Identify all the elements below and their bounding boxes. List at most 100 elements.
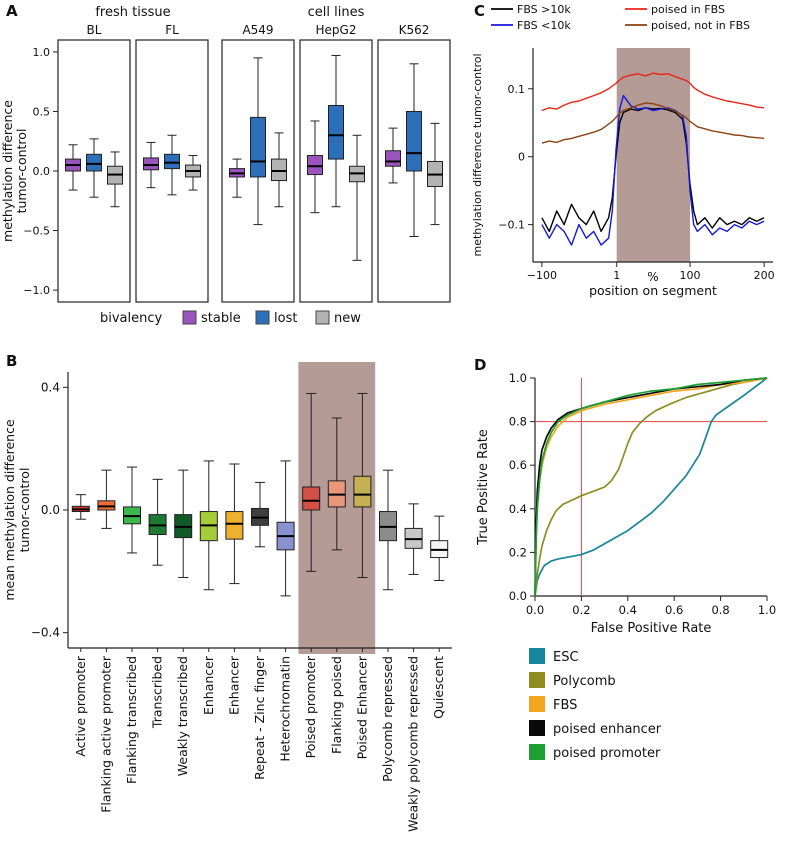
- x-tick-label: 0.2: [572, 603, 590, 617]
- y-tick-label: 1.0: [509, 371, 527, 385]
- box-HepG2-lost: [328, 105, 344, 160]
- panel-c-chart: 0.1 0 −0.1 −100 1 100 200%position on segment m…: [471, 3, 775, 298]
- y-tick-label: 0.0: [41, 503, 60, 517]
- panel-b-ylabel: tumor-control: [17, 468, 32, 553]
- category-label: Enhancer: [201, 655, 216, 715]
- legend-label: poised promoter: [553, 746, 661, 761]
- line-poised in FBS: [541, 72, 765, 112]
- category-label: Polycomb repressed: [380, 656, 395, 782]
- panel-b-label: B: [6, 352, 18, 370]
- segment-highlight-region: [616, 48, 691, 262]
- category-label: Transcribed: [150, 656, 165, 729]
- legend-swatch-ESC: [529, 648, 545, 664]
- x-tick-label: 1: [613, 269, 620, 282]
- box-A549-new: [271, 158, 287, 182]
- y-tick-label: 0.5: [33, 105, 51, 118]
- legend-label-new: new: [334, 311, 361, 326]
- box-poised-enhancer: [353, 475, 372, 508]
- legend-label: poised in FBS: [651, 3, 725, 16]
- box-poised-promoter: [302, 486, 321, 511]
- category-label: Poised promoter: [303, 655, 318, 758]
- roc-FBS: [534, 377, 768, 597]
- x-tick-label: −100: [527, 269, 557, 282]
- legend-label: poised, not in FBS: [651, 19, 750, 32]
- box-enhancer: [225, 511, 244, 540]
- panel-d-roc-curves: 0.0 0.2 0.4 0.6 0.8 1.0 0.0 0.2 0.4 0.6 0.8 1.0 Fals…: [465, 348, 787, 854]
- panel-d-chart: 0.0 0.2 0.4 0.6 0.8 1.0 0.0 0.2 0.4 0.6 0.8 1.0 Fals…: [476, 371, 776, 761]
- subpanel-frame-K562: [377, 39, 451, 303]
- y-tick-label: −0.5: [23, 225, 50, 238]
- category-label: Flanking transcribed: [124, 656, 139, 784]
- legend-label: FBS >10k: [517, 3, 571, 16]
- x-tick-label: 0.4: [619, 603, 637, 617]
- panel-c-segment-profile: 0.1 0 −0.1 −100 1 100 200% position on segment m…: [465, 0, 787, 348]
- box-BL-lost: [86, 153, 102, 172]
- legend-label-stable: stable: [201, 311, 241, 326]
- panel-b-ylabel: mean methylation difference: [2, 419, 17, 601]
- roc-Polycomb: [534, 377, 768, 597]
- category-label: Enhancer: [226, 655, 241, 715]
- legend-label: Polycomb: [553, 674, 616, 689]
- legend-label: FBS: [553, 698, 577, 713]
- roc-poised enhancer: [534, 377, 768, 597]
- panel-a-chart: fresh tissue cell lines methylation differ…: [0, 5, 451, 326]
- legend-title-bivalency: bivalency: [100, 311, 163, 326]
- y-tick-label: −0.1: [498, 219, 525, 232]
- y-tick-label: 0.1: [508, 83, 526, 96]
- panel-c-xlabel: position on segment: [589, 283, 717, 298]
- panel-c-label: C: [474, 2, 486, 20]
- subpanel-title-BL: BL: [87, 23, 102, 37]
- subpanel-frame-HepG2: [299, 39, 373, 303]
- panel-b-chromatin-state-boxplots: 0.4 0.0 −0.4 mean methylation difference tum…: [0, 348, 465, 854]
- category-label: Quiescent: [431, 656, 446, 719]
- y-tick-label: 0.4: [509, 502, 527, 516]
- x-tick-label: 100: [680, 269, 701, 282]
- panel-a-label: A: [6, 2, 18, 20]
- y-tick-label: 0.2: [509, 545, 527, 559]
- category-label: Weakly polycomb repressed: [406, 656, 421, 832]
- subpanel-title-HepG2: HepG2: [316, 23, 357, 37]
- x-tick-label: 1.0: [758, 603, 776, 617]
- group-title-cell-lines: cell lines: [308, 5, 365, 20]
- legend-label: poised enhancer: [553, 722, 662, 737]
- legend-swatch-lost: [255, 310, 270, 325]
- subpanel-title-A549: A549: [242, 23, 273, 37]
- y-tick-label: 0.6: [509, 458, 527, 472]
- subpanel-frame-A549: [221, 39, 295, 303]
- roc-ESC: [534, 377, 768, 597]
- y-tick-label: 1.0: [33, 46, 51, 59]
- legend-swatch-stable: [182, 310, 197, 325]
- panel-b-chart: 0.4 0.0 −0.4 mean methylation difference tum…: [2, 362, 452, 832]
- category-label: Repeat - Zinc finger: [252, 655, 267, 780]
- panel-c-ylabel: methylation difference tumor-control: [471, 53, 484, 256]
- subpanel-frame-FL: [135, 39, 209, 303]
- roc-poised promoter: [534, 377, 768, 597]
- y-tick-label: 0: [518, 151, 525, 164]
- legend-swatch-poised enhancer: [529, 720, 545, 736]
- x-tick-label: 200: [754, 269, 775, 282]
- box-A549-lost: [250, 116, 266, 178]
- legend-swatch-FBS: [529, 696, 545, 712]
- percent-label: %: [647, 270, 658, 284]
- panel-d-ylabel: True Positive Rate: [476, 429, 491, 546]
- line-FBS <10k: [541, 94, 765, 246]
- box-K562-stable: [385, 150, 401, 167]
- legend-label: FBS <10k: [517, 19, 571, 32]
- panel-d-label: D: [474, 356, 487, 374]
- x-tick-label: 0.6: [665, 603, 683, 617]
- group-title-fresh-tissue: fresh tissue: [95, 5, 170, 20]
- box-K562-lost: [406, 110, 422, 172]
- category-label: Poised Enhancer: [354, 655, 369, 759]
- subpanel-frame-BL: [57, 39, 131, 303]
- line-FBS >10k: [541, 107, 765, 233]
- subpanel-title-FL: FL: [165, 23, 179, 37]
- legend-label-lost: lost: [274, 311, 297, 326]
- panel-a-ylabel: methylation difference: [0, 100, 15, 242]
- legend-label: ESC: [553, 650, 579, 665]
- legend-swatch-Polycomb: [529, 672, 545, 688]
- box-FL-stable: [143, 157, 159, 171]
- legend-swatch-poised promoter: [529, 744, 545, 760]
- x-tick-label: 0.0: [526, 603, 544, 617]
- box-HepG2-stable: [307, 155, 323, 176]
